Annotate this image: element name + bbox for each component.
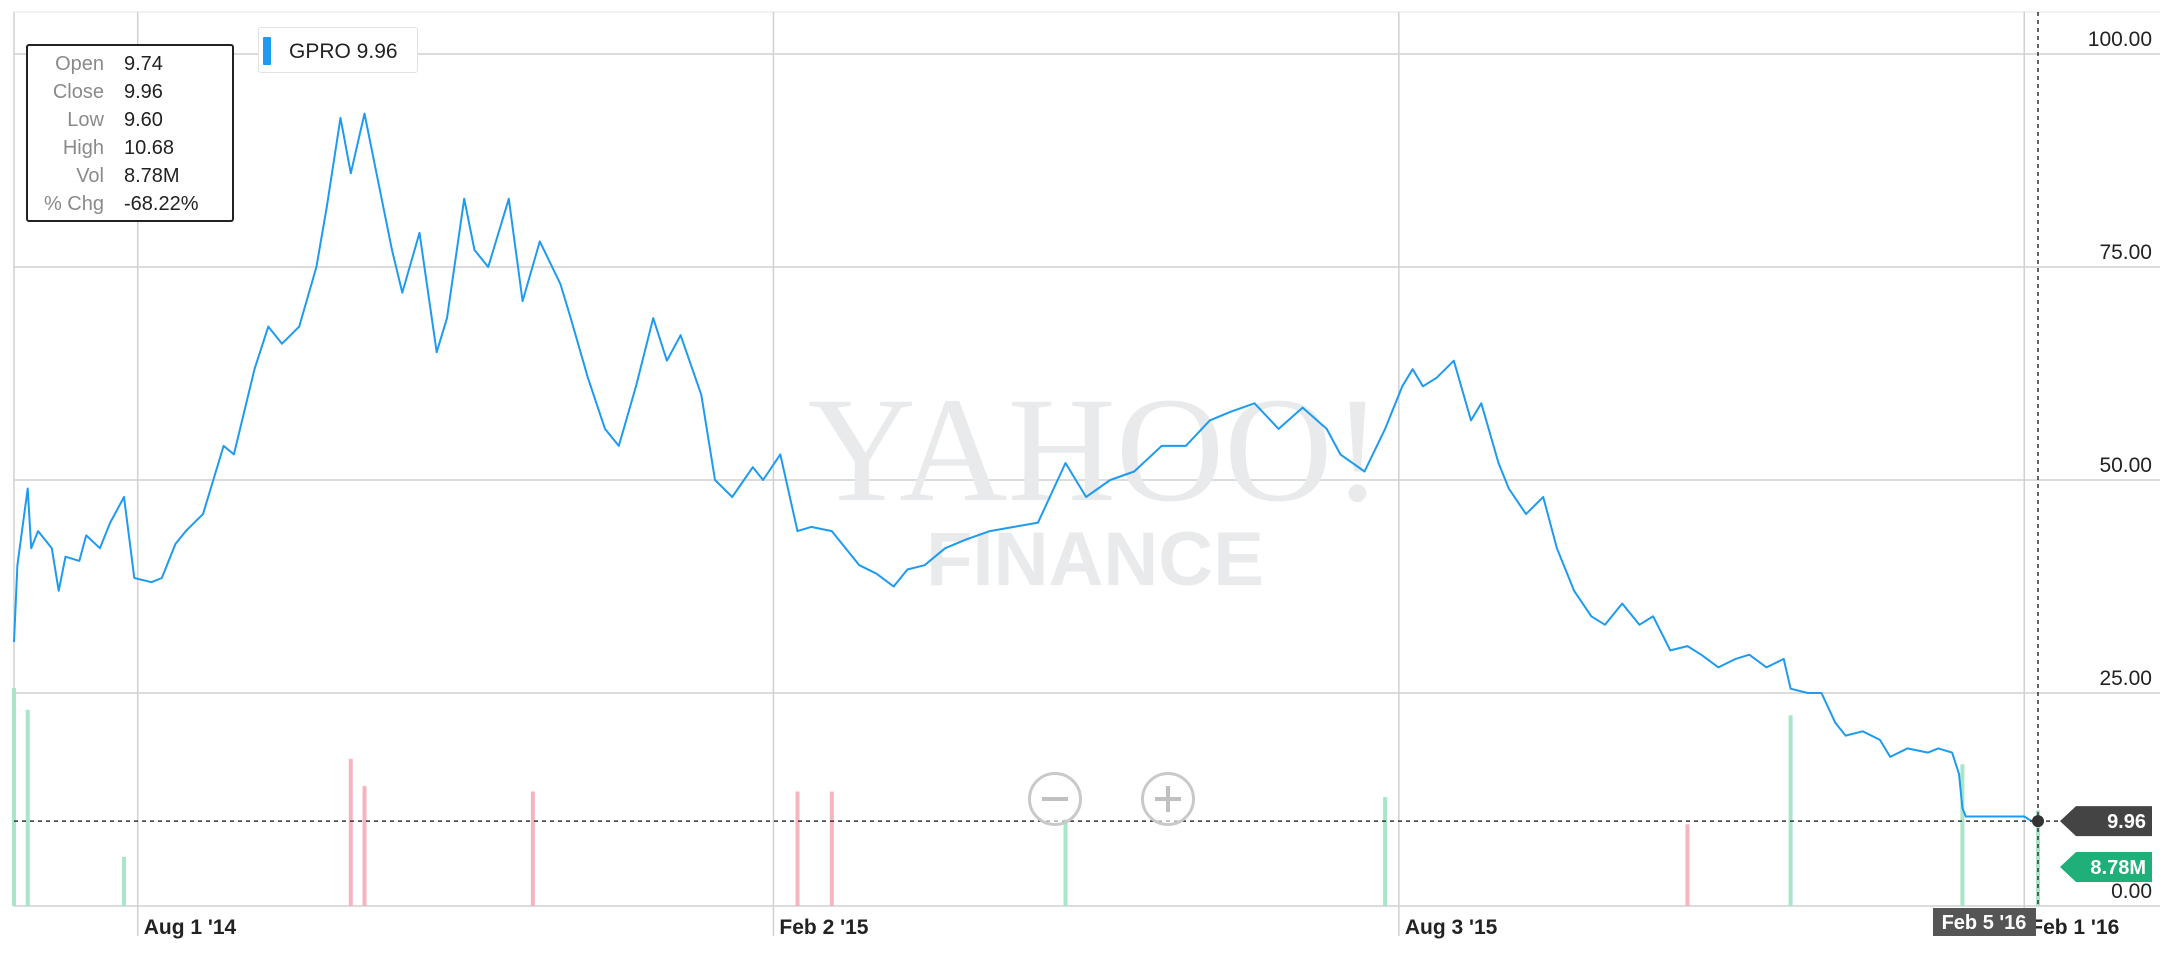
y-tick-label: 0.00 [2111,880,2152,903]
volume-bar [1685,824,1690,906]
zoom-in-button[interactable] [1141,772,1195,826]
volume-bar [829,791,834,906]
tooltip-label: Open [55,53,104,75]
ohlc-tooltip: Open 9.74 Close 9.96 Low 9.60 High 10.68… [26,44,234,222]
volume-badge [2060,852,2152,882]
zoom-out-button[interactable] [1028,772,1082,826]
tooltip-value: 8.78M [124,165,180,187]
watermark-line-1: YAHOO! [808,367,1383,533]
date-badge [1933,908,2036,936]
x-axis-labels: Aug 1 '14 Feb 2 '15 Aug 3 '15 Feb 1 '16 [144,916,2120,939]
volume-bar [121,856,126,906]
yahoo-finance-watermark: YAHOO! FINANCE [808,367,1383,602]
volume-bar [1383,797,1388,906]
x-tick-label: Aug 1 '14 [144,916,237,939]
y-tick-label: 50.00 [2099,454,2152,477]
series-legend-label: GPRO 9.96 [289,40,398,63]
tooltip-value: 9.60 [124,109,163,131]
tooltip-value: 10.68 [124,137,175,159]
volume-bar [25,709,30,906]
tooltip-value: 9.96 [124,81,163,103]
tooltip-label: Low [67,109,104,131]
tooltip-label: % Chg [43,193,104,215]
crosshair: 9.96 8.78M Feb 5 '16 [14,12,2152,936]
tooltip-label: Close [52,81,104,103]
x-tick-label: Feb 2 '15 [779,916,868,939]
tooltip-row-close: Close 9.96 [28,78,232,106]
price-series [13,112,2039,823]
tooltip-row-high: High 10.68 [28,134,232,162]
volume-bar [12,688,16,906]
series-legend-chip[interactable]: GPRO 9.96 [258,27,418,73]
volume-bar [1960,764,1965,906]
volume-bars [12,688,2040,906]
volume-bar [530,791,535,906]
y-tick-label: 75.00 [2099,241,2152,264]
volume-bar [1788,715,1793,906]
tooltip-value: -68.22% [124,193,199,215]
volume-bar [362,786,367,906]
volume-bar [1063,818,1068,906]
volume-bar [2036,810,2040,906]
y-tick-label: 25.00 [2099,667,2152,690]
tooltip-value: 9.74 [124,53,163,75]
price-line [13,112,2039,823]
x-tick-label: Feb 1 '16 [2030,916,2119,939]
volume-bar [795,791,800,906]
tooltip-row-pct-change: % Chg -68.22% [28,190,232,218]
volume-bar [348,758,353,906]
volume-badge-label: 8.78M [2090,857,2146,879]
tooltip-label: Vol [76,165,104,187]
crosshair-point [2032,815,2044,828]
price-badge-label: 9.96 [2107,811,2146,833]
x-tick-label: Aug 3 '15 [1405,916,1498,939]
tooltip-row-low: Low 9.60 [28,106,232,134]
series-color-swatch [263,37,271,65]
tooltip-label: High [62,137,104,159]
y-axis-labels: 100.00 75.00 50.00 25.00 0.00 [2088,28,2152,903]
watermark-line-2: FINANCE [926,517,1264,602]
date-badge-label: Feb 5 '16 [1942,912,2027,934]
y-tick-label: 100.00 [2088,28,2152,51]
tooltip-row-open: Open 9.74 [28,50,232,78]
price-badge [2060,806,2152,837]
tooltip-row-volume: Vol 8.78M [28,162,232,190]
